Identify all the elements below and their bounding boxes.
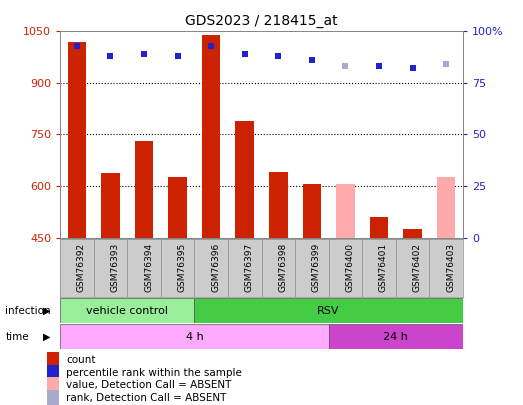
Bar bbox=[195, 298, 463, 323]
Text: rank, Detection Call = ABSENT: rank, Detection Call = ABSENT bbox=[66, 393, 227, 403]
Text: GDS2023 / 218415_at: GDS2023 / 218415_at bbox=[185, 14, 338, 28]
Text: ▶: ▶ bbox=[43, 306, 51, 315]
Text: GSM76398: GSM76398 bbox=[278, 243, 287, 292]
Bar bbox=[235, 121, 254, 238]
Bar bbox=[47, 364, 59, 381]
Text: 24 h: 24 h bbox=[383, 332, 408, 341]
Bar bbox=[47, 352, 59, 369]
Text: RSV: RSV bbox=[317, 306, 340, 315]
Bar bbox=[336, 184, 355, 238]
Bar bbox=[47, 377, 59, 394]
Text: GSM76403: GSM76403 bbox=[446, 243, 455, 292]
Text: count: count bbox=[66, 355, 96, 365]
Text: 4 h: 4 h bbox=[186, 332, 203, 341]
Bar bbox=[370, 217, 388, 238]
Bar bbox=[60, 324, 328, 349]
Text: GSM76401: GSM76401 bbox=[379, 243, 388, 292]
Text: GSM76402: GSM76402 bbox=[413, 243, 422, 292]
Bar bbox=[303, 184, 321, 238]
Text: infection: infection bbox=[5, 306, 51, 315]
Bar bbox=[269, 173, 288, 238]
Text: GSM76400: GSM76400 bbox=[345, 243, 355, 292]
Text: value, Detection Call = ABSENT: value, Detection Call = ABSENT bbox=[66, 380, 232, 390]
Bar bbox=[202, 34, 220, 238]
Text: vehicle control: vehicle control bbox=[86, 306, 168, 315]
Bar bbox=[403, 229, 422, 238]
Text: GSM76392: GSM76392 bbox=[77, 243, 86, 292]
Text: ▶: ▶ bbox=[43, 332, 51, 341]
Text: GSM76396: GSM76396 bbox=[211, 243, 220, 292]
Bar bbox=[101, 173, 120, 238]
Text: GSM76393: GSM76393 bbox=[110, 243, 119, 292]
Text: GSM76397: GSM76397 bbox=[245, 243, 254, 292]
Bar bbox=[328, 324, 463, 349]
Text: percentile rank within the sample: percentile rank within the sample bbox=[66, 368, 242, 378]
Text: GSM76394: GSM76394 bbox=[144, 243, 153, 292]
Text: GSM76395: GSM76395 bbox=[178, 243, 187, 292]
Bar bbox=[135, 141, 153, 238]
Text: GSM76399: GSM76399 bbox=[312, 243, 321, 292]
Text: time: time bbox=[5, 332, 29, 341]
Bar bbox=[168, 177, 187, 238]
Bar bbox=[60, 298, 195, 323]
Bar bbox=[437, 177, 456, 238]
Bar bbox=[67, 42, 86, 238]
Bar bbox=[47, 390, 59, 405]
